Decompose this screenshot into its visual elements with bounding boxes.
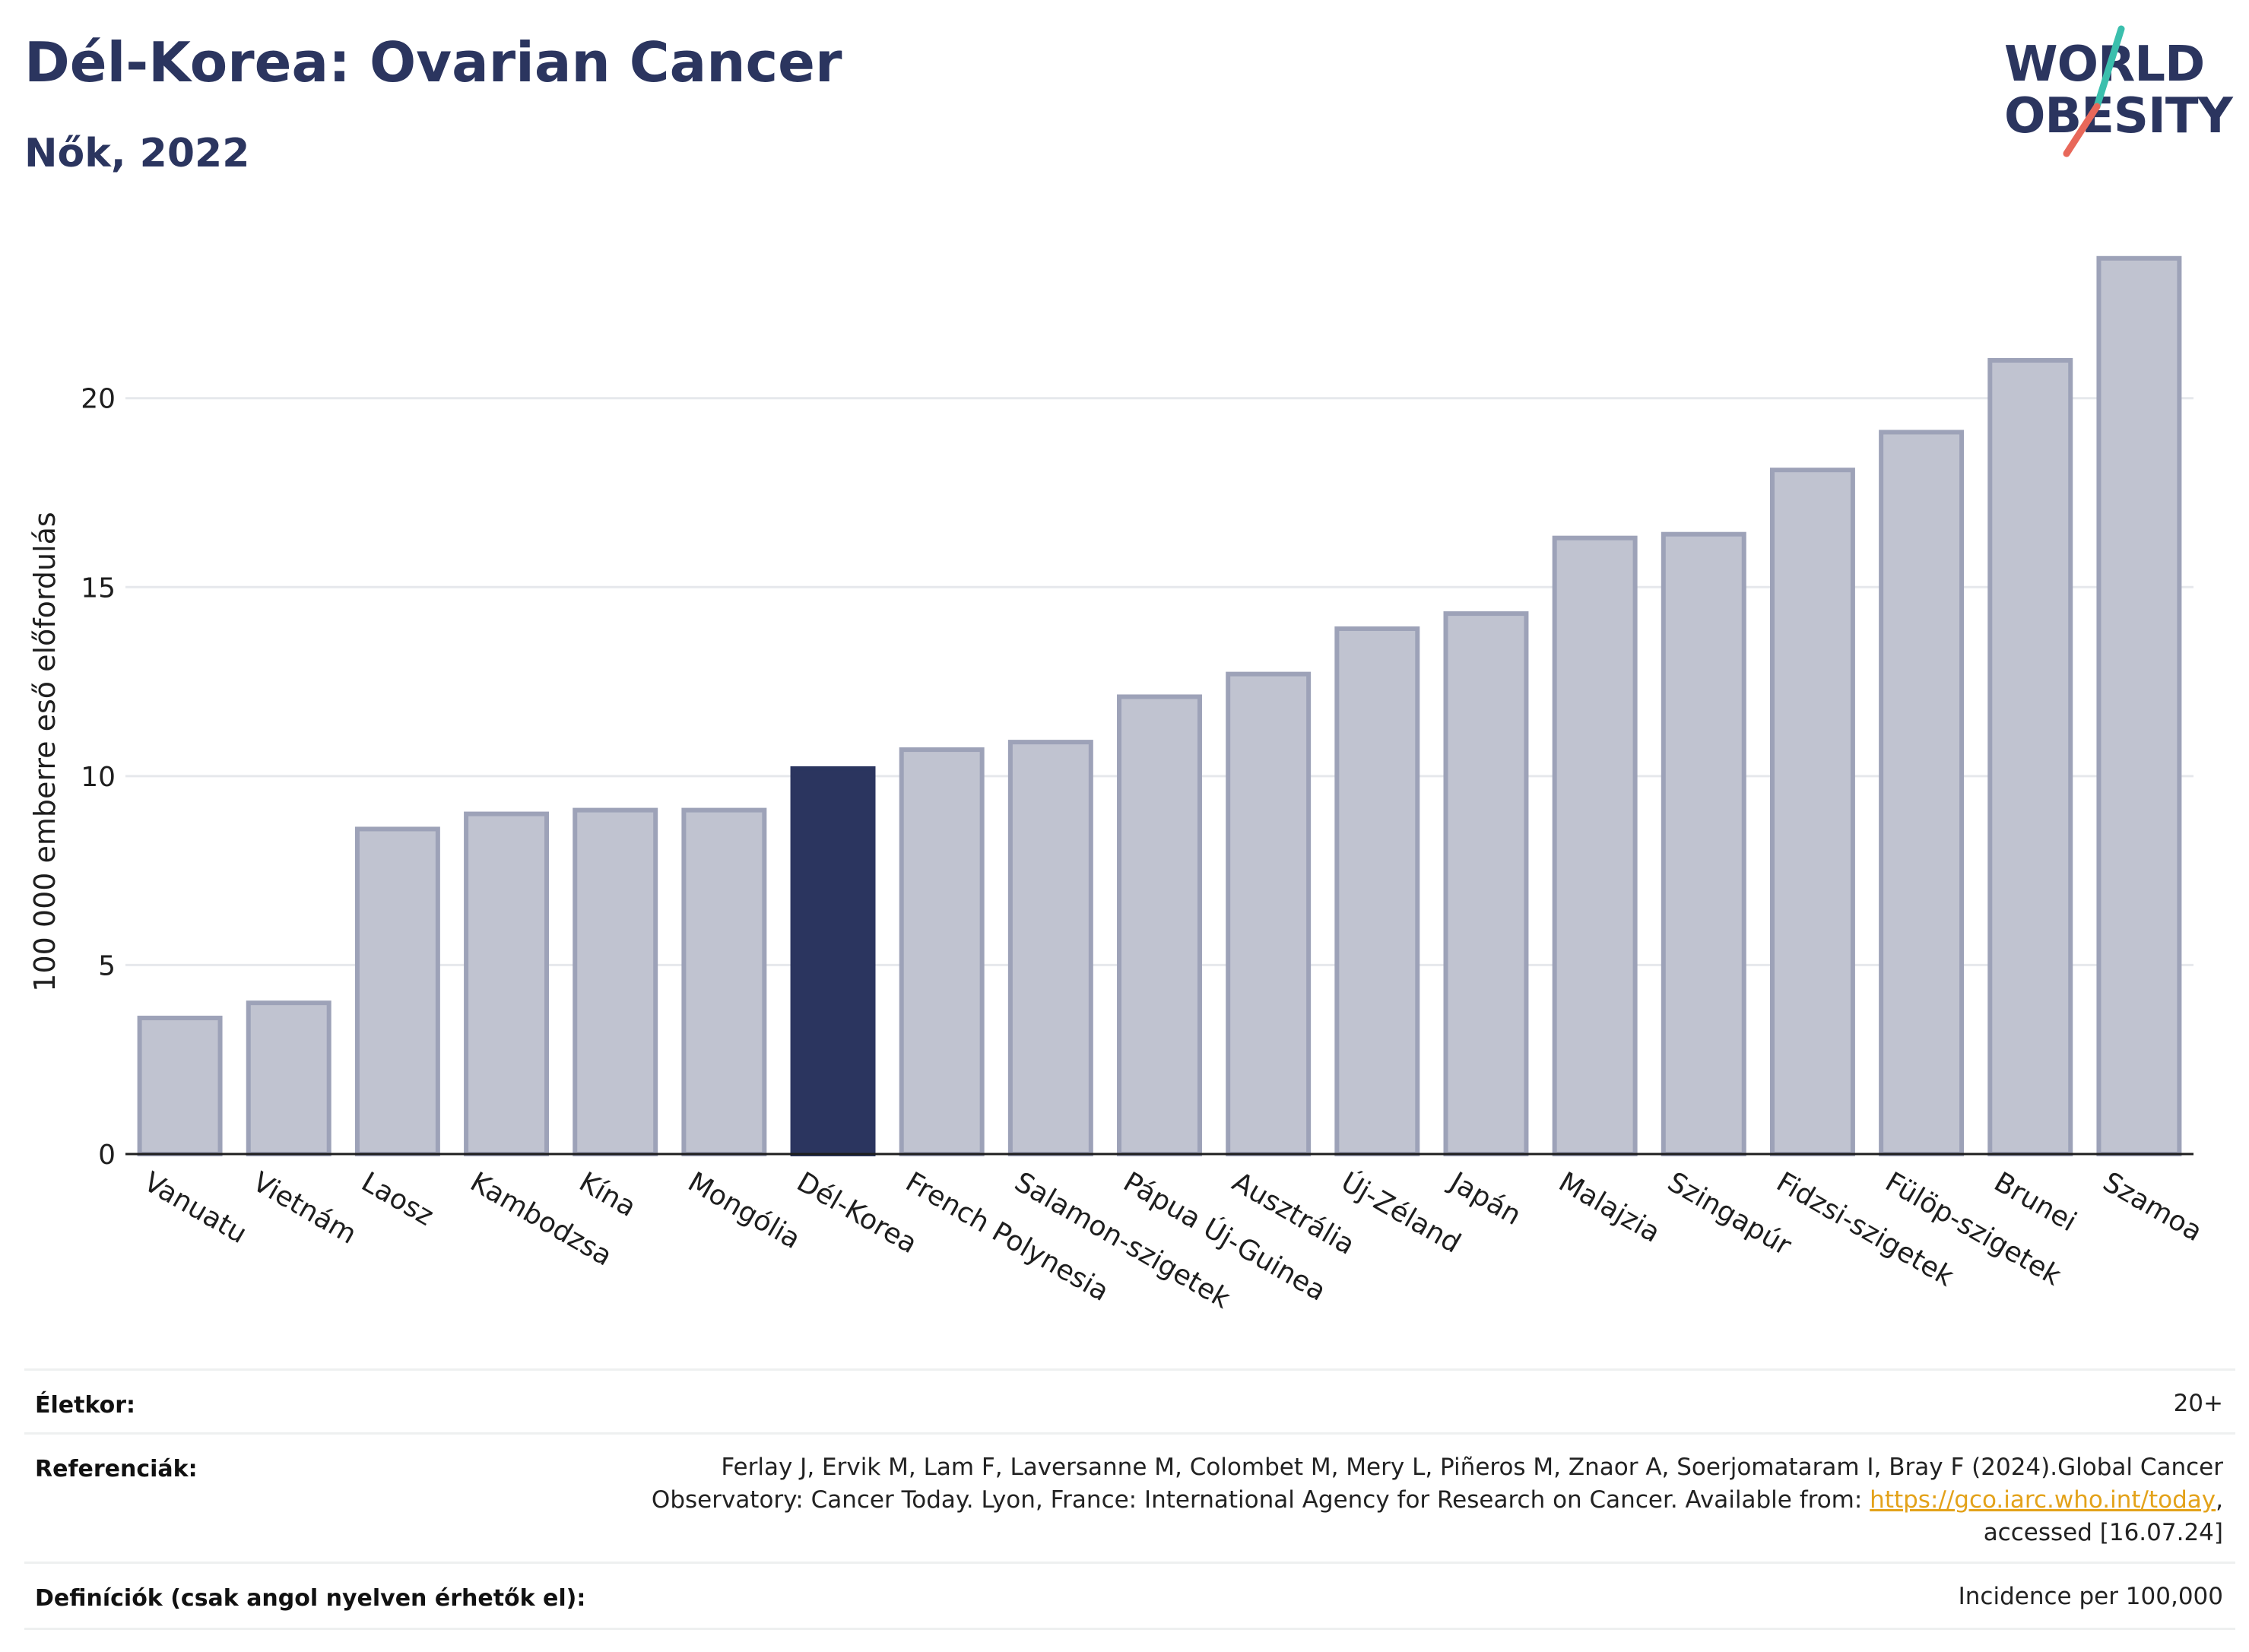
chart-subtitle: Nők, 2022: [24, 131, 250, 176]
x-tick-label: Brunei: [1989, 1166, 2082, 1238]
bar: [1117, 694, 1202, 1156]
references-line-2: Observatory: Cancer Today. Lyon, France:…: [652, 1484, 2223, 1517]
bar: [573, 807, 658, 1156]
age-value: 20+: [2173, 1390, 2223, 1417]
x-tick-label: Vietnám: [247, 1166, 361, 1251]
x-tick-label: Mongólia: [683, 1166, 806, 1255]
bar: [354, 826, 440, 1156]
bar: [1334, 626, 1420, 1156]
x-tick-label: Kína: [574, 1166, 641, 1223]
info-row-references: Referenciák: Ferlay J, Ervik M, Lam F, L…: [24, 1432, 2235, 1564]
x-tick-label: Fidzsi-szigetek: [1771, 1166, 1959, 1292]
x-tick-label: Új-Zéland: [1336, 1165, 1467, 1259]
bar: [1879, 430, 1965, 1156]
x-tick-label: Szingapúr: [1662, 1166, 1797, 1262]
y-tick-label: 20: [81, 384, 116, 415]
y-axis-label: 100 000 emberre eső előfordulás: [28, 512, 62, 991]
bar: [1007, 740, 1093, 1156]
y-tick-label: 15: [81, 572, 116, 604]
world-obesity-logo: WORLD OBESITY: [1992, 23, 2243, 160]
definitions-label: Definíciók (csak angol nyelven érhetők e…: [35, 1585, 586, 1612]
y-tick-label: 5: [98, 950, 116, 981]
bar: [2096, 255, 2182, 1156]
info-table: Életkor: 20+ Referenciák: Ferlay J, Ervi…: [24, 1368, 2235, 1630]
definitions-value: Incidence per 100,000: [1958, 1583, 2223, 1610]
references-line-2-end: ,: [2216, 1486, 2223, 1514]
x-tick-label: Szamoa: [2098, 1166, 2207, 1248]
y-tick-label: 0: [98, 1140, 116, 1171]
x-tick-label: Vanuatu: [138, 1166, 252, 1250]
info-row-definitions: Definíciók (csak angol nyelven érhetők e…: [24, 1562, 2235, 1630]
bar: [137, 1016, 223, 1156]
bar: [464, 811, 550, 1156]
x-tick-label: Japán: [1443, 1165, 1526, 1232]
references-line-1: Ferlay J, Ervik M, Lam F, Laversanne M, …: [721, 1454, 2223, 1481]
chart-title: Dél-Korea: Ovarian Cancer: [24, 30, 842, 94]
bar-highlighted: [790, 766, 876, 1157]
x-tick-label: Malajzia: [1553, 1166, 1665, 1249]
y-axis-ticks: 0 5 10 15 20: [81, 384, 116, 1171]
bar: [246, 1000, 331, 1156]
bar: [899, 747, 985, 1156]
logo-word-obesity: OBESITY: [2004, 88, 2233, 144]
bar: [1661, 531, 1746, 1156]
bar: [1987, 358, 2073, 1156]
logo-slash-icon: [2063, 25, 2125, 157]
x-tick-label: French Polynesia: [900, 1166, 1114, 1308]
references-line-2-text: Observatory: Cancer Today. Lyon, France:…: [651, 1486, 1870, 1514]
bar: [1226, 671, 1312, 1156]
age-label: Életkor:: [35, 1392, 136, 1419]
bar: [1552, 535, 1638, 1156]
x-tick-label: Dél-Korea: [791, 1166, 922, 1260]
bars: [137, 255, 2182, 1157]
bar: [1769, 468, 1855, 1156]
references-line-3: accessed [16.07.24]: [1983, 1519, 2223, 1546]
references-label: Referenciák:: [35, 1456, 198, 1482]
x-tick-label: Laosz: [356, 1166, 439, 1232]
bar: [681, 807, 767, 1156]
references-value: Ferlay J, Ervik M, Lam F, Laversanne M, …: [652, 1451, 2223, 1549]
references-link[interactable]: https://gco.iarc.who.int/today: [1870, 1486, 2216, 1514]
y-tick-label: 10: [81, 762, 116, 793]
bar: [1443, 611, 1529, 1156]
info-row-age: Életkor: 20+: [24, 1368, 2235, 1435]
